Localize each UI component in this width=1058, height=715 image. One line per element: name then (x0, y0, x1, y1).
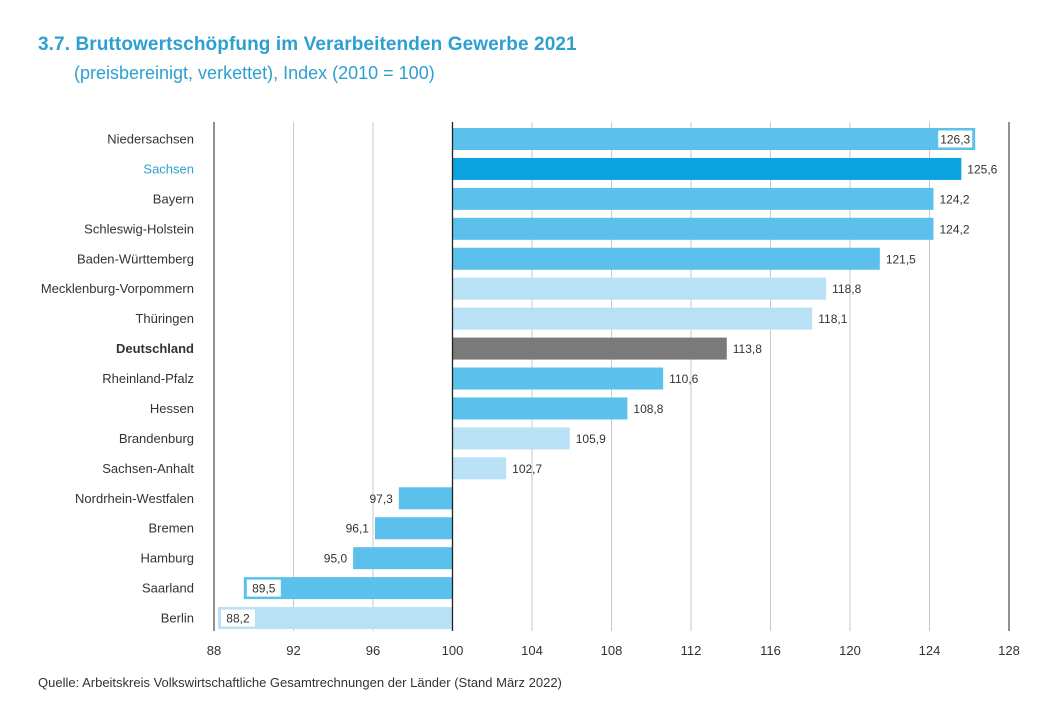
category-label: Sachsen (143, 161, 194, 176)
bar (353, 547, 453, 570)
bar (217, 607, 453, 630)
value-label: 118,1 (818, 312, 847, 326)
bar (398, 487, 453, 510)
value-label: 89,5 (252, 582, 276, 596)
value-label: 121,5 (886, 252, 916, 266)
value-label: 88,2 (226, 612, 250, 626)
value-label-box (246, 579, 281, 597)
bar (452, 157, 962, 180)
x-tick-label: 112 (681, 643, 702, 658)
x-tick-label: 88 (207, 643, 221, 658)
bar (452, 307, 813, 330)
bar (452, 277, 827, 300)
category-label: Saarland (142, 581, 194, 596)
value-label: 113,8 (733, 342, 762, 356)
category-label: Nordrhein-Westfalen (75, 491, 194, 506)
x-tick-label: 116 (760, 643, 781, 658)
value-label: 125,6 (967, 162, 997, 176)
category-label: Mecklenburg-Vorpommern (41, 281, 194, 296)
bar (452, 247, 880, 270)
x-tick-label: 124 (919, 643, 941, 658)
category-label: Rheinland-Pfalz (102, 371, 194, 386)
value-label: 102,7 (512, 462, 542, 476)
category-label: Hessen (150, 401, 194, 416)
category-label: Bayern (153, 191, 194, 206)
bar (452, 367, 664, 390)
x-tick-label: 92 (286, 643, 300, 658)
bar (452, 397, 628, 420)
value-label: 105,9 (576, 432, 606, 446)
bar (452, 427, 570, 450)
chart-subtitle: (preisbereinigt, verkettet), Index (2010… (74, 63, 435, 83)
x-tick-label: 108 (601, 643, 623, 658)
value-label: 97,3 (369, 492, 393, 506)
category-label: Baden-Württemberg (77, 251, 194, 266)
bar (452, 128, 976, 150)
category-label: Hamburg (141, 551, 194, 566)
value-label: 126,3 (940, 133, 970, 147)
bar (374, 517, 453, 540)
category-label: Thüringen (135, 311, 194, 326)
value-label: 124,2 (939, 192, 969, 206)
value-label: 118,8 (832, 282, 861, 296)
source-note: Quelle: Arbeitskreis Volkswirtschaftlich… (38, 675, 562, 690)
value-label: 95,0 (324, 552, 348, 566)
category-label: Bremen (148, 521, 194, 536)
value-label-box (220, 609, 255, 627)
bar (452, 457, 507, 480)
value-label: 96,1 (346, 522, 370, 536)
value-label: 108,8 (633, 402, 663, 416)
category-label: Brandenburg (119, 431, 194, 446)
x-tick-label: 100 (442, 643, 464, 658)
bar (452, 187, 934, 210)
bar (452, 217, 934, 240)
x-tick-label: 96 (366, 643, 380, 658)
bar (243, 577, 453, 600)
category-label: Berlin (161, 611, 194, 626)
x-tick-label: 128 (998, 643, 1020, 658)
value-label: 110,6 (669, 372, 698, 386)
value-label: 124,2 (939, 222, 969, 236)
bar (452, 337, 727, 360)
x-tick-label: 104 (521, 643, 543, 658)
x-tick-label: 120 (839, 643, 861, 658)
category-label: Deutschland (116, 341, 194, 356)
category-label: Niedersachsen (107, 132, 194, 147)
chart-title: 3.7. Bruttowertschöpfung im Verarbeitend… (38, 34, 577, 55)
value-label-box (938, 130, 973, 148)
category-label: Schleswig-Holstein (84, 221, 194, 236)
category-label: Sachsen-Anhalt (102, 461, 194, 476)
